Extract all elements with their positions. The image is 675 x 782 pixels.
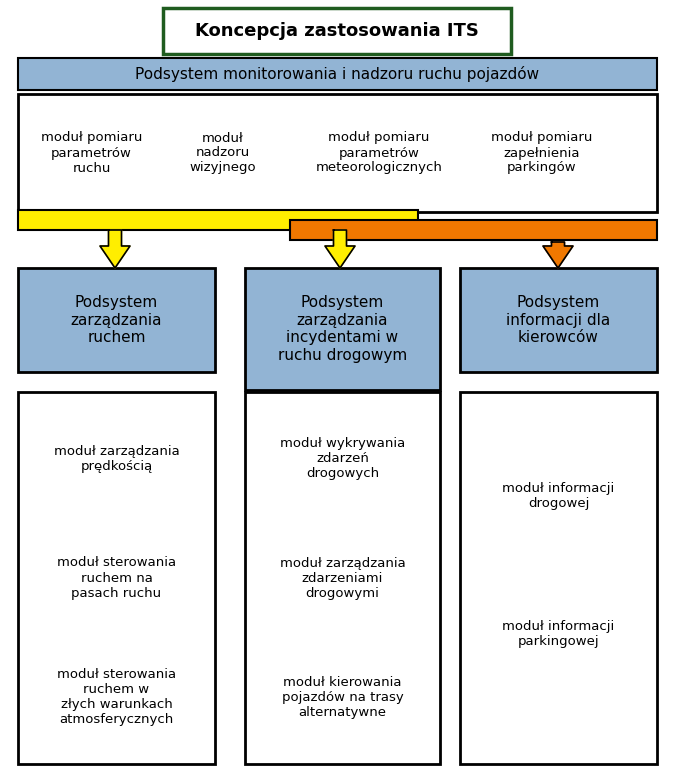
Text: moduł wykrywania
zdarzeń
drogowych: moduł wykrywania zdarzeń drogowych (280, 437, 405, 480)
Text: moduł zarządzania
prędkością: moduł zarządzania prędkością (53, 445, 180, 473)
Bar (460, 268, 657, 372)
Text: Koncepcja zastosowania ITS: Koncepcja zastosowania ITS (195, 22, 479, 40)
Bar (245, 268, 440, 390)
Text: Podsystem
zarządzania
incydentami w
ruchu drogowym: Podsystem zarządzania incydentami w ruch… (278, 296, 407, 363)
Text: moduł sterowania
ruchem na
pasach ruchu: moduł sterowania ruchem na pasach ruchu (57, 557, 176, 600)
Text: moduł
nadzoru
wizyjnego: moduł nadzoru wizyjnego (189, 131, 256, 174)
Bar (18, 58, 657, 90)
Bar (18, 392, 215, 764)
Text: moduł pomiaru
parametrów
ruchu: moduł pomiaru parametrów ruchu (40, 131, 142, 174)
Text: moduł informacji
drogowej: moduł informacji drogowej (502, 482, 615, 510)
Text: moduł pomiaru
zapełnienia
parkingów: moduł pomiaru zapełnienia parkingów (491, 131, 593, 174)
Text: Podsystem
informacji dla
kierowców: Podsystem informacji dla kierowców (506, 295, 611, 345)
Text: moduł sterowania
ruchem w
złych warunkach
atmosferycznych: moduł sterowania ruchem w złych warunkac… (57, 668, 176, 726)
Polygon shape (100, 230, 130, 268)
Bar (18, 94, 657, 212)
Text: moduł kierowania
pojazdów na trasy
alternatywne: moduł kierowania pojazdów na trasy alter… (281, 676, 404, 719)
Bar (460, 392, 657, 764)
Bar (290, 220, 657, 240)
Bar (18, 268, 215, 372)
Text: moduł zarządzania
zdarzeniami
drogowymi: moduł zarządzania zdarzeniami drogowymi (279, 557, 406, 600)
Text: moduł informacji
parkingowej: moduł informacji parkingowej (502, 620, 615, 647)
Text: moduł pomiaru
parametrów
meteorologicznych: moduł pomiaru parametrów meteorologiczny… (316, 131, 443, 174)
Polygon shape (543, 242, 573, 268)
Bar (163, 8, 511, 54)
Text: Podsystem monitorowania i nadzoru ruchu pojazdów: Podsystem monitorowania i nadzoru ruchu … (136, 66, 539, 82)
Text: Podsystem
zarządzania
ruchem: Podsystem zarządzania ruchem (71, 295, 162, 345)
Bar (18, 210, 418, 230)
Bar (245, 392, 440, 764)
Polygon shape (325, 230, 355, 268)
